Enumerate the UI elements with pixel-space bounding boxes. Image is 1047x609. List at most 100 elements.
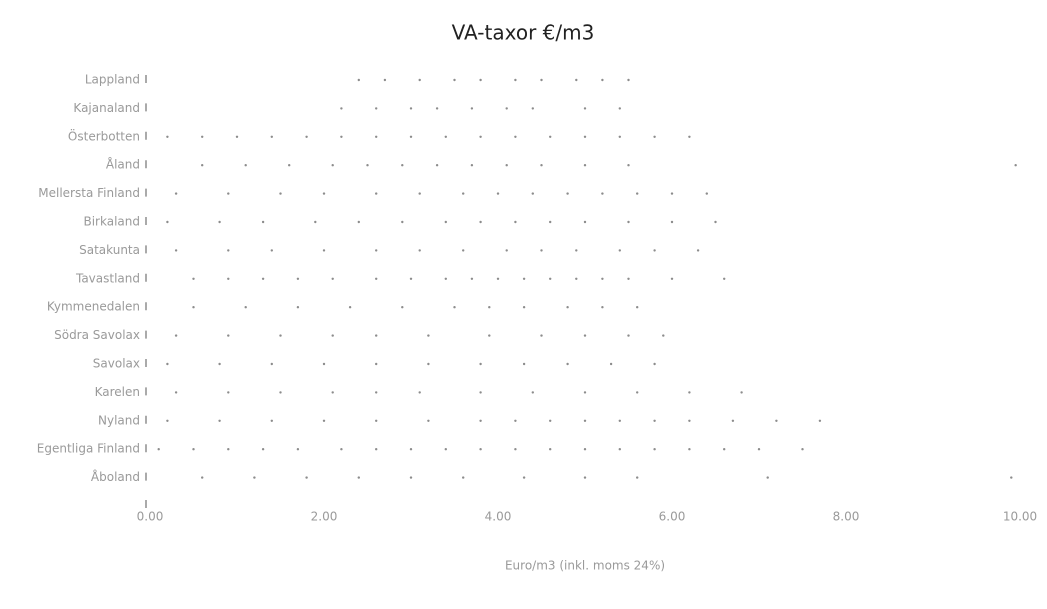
point xyxy=(540,249,543,252)
point xyxy=(775,419,778,422)
point xyxy=(583,419,587,422)
point xyxy=(357,78,360,82)
point xyxy=(601,277,604,280)
point xyxy=(514,448,517,451)
point xyxy=(522,277,526,280)
point xyxy=(583,391,587,394)
point xyxy=(522,306,526,309)
point xyxy=(479,448,482,451)
point xyxy=(322,192,326,195)
point xyxy=(453,78,456,82)
point xyxy=(427,362,430,366)
point xyxy=(331,277,334,280)
point xyxy=(357,220,360,224)
point xyxy=(409,277,413,280)
point xyxy=(418,192,421,195)
point xyxy=(227,192,230,195)
point xyxy=(757,448,761,451)
point xyxy=(566,362,569,366)
point xyxy=(505,249,508,252)
x-tick-label: 8.00 xyxy=(833,510,860,524)
point xyxy=(375,249,378,252)
point xyxy=(331,164,334,167)
point xyxy=(514,135,517,138)
point xyxy=(514,78,517,82)
point xyxy=(444,448,447,451)
point xyxy=(618,107,621,110)
point xyxy=(340,107,343,110)
point xyxy=(522,476,526,479)
point xyxy=(192,448,195,451)
point xyxy=(514,220,517,224)
point xyxy=(244,306,247,309)
point xyxy=(174,334,178,337)
point xyxy=(166,135,169,138)
point xyxy=(705,192,708,195)
point xyxy=(383,78,387,82)
point xyxy=(166,419,169,422)
point xyxy=(227,249,230,252)
point xyxy=(627,164,630,167)
point xyxy=(627,220,630,224)
point xyxy=(566,306,569,309)
point xyxy=(575,277,578,280)
point xyxy=(575,78,578,82)
point xyxy=(201,476,204,479)
point xyxy=(174,249,178,252)
point xyxy=(549,135,552,138)
point xyxy=(227,391,230,394)
point xyxy=(261,448,265,451)
point xyxy=(583,448,587,451)
point xyxy=(192,277,195,280)
point xyxy=(1010,476,1013,479)
x-tick-label: 0.00 xyxy=(137,510,164,524)
point xyxy=(305,476,308,479)
y-tick-label: Savolax xyxy=(93,357,140,371)
point xyxy=(444,277,447,280)
point xyxy=(801,448,804,451)
point xyxy=(540,164,543,167)
point xyxy=(227,334,230,337)
point xyxy=(601,306,604,309)
point xyxy=(531,192,534,195)
point xyxy=(670,192,674,195)
point xyxy=(227,448,230,451)
point xyxy=(627,334,630,337)
point xyxy=(522,362,526,366)
point xyxy=(636,306,639,309)
point xyxy=(479,135,482,138)
point xyxy=(688,391,691,394)
point xyxy=(549,220,552,224)
y-tick-label: Åboland xyxy=(91,469,140,484)
point xyxy=(409,476,413,479)
x-tick-label: 2.00 xyxy=(311,510,338,524)
point xyxy=(331,334,334,337)
point xyxy=(296,448,300,451)
point xyxy=(549,448,552,451)
point xyxy=(505,164,508,167)
point xyxy=(540,334,543,337)
y-tick-label: Kymmenedalen xyxy=(47,300,140,314)
point xyxy=(531,107,534,110)
point xyxy=(453,306,456,309)
point xyxy=(322,419,326,422)
y-tick-label: Nyland xyxy=(98,413,140,427)
point xyxy=(766,476,769,479)
point xyxy=(670,277,674,280)
point xyxy=(357,476,360,479)
point xyxy=(418,249,421,252)
point xyxy=(427,334,430,337)
point xyxy=(192,306,195,309)
point xyxy=(296,277,300,280)
point xyxy=(462,476,465,479)
y-tick-label: Karelen xyxy=(95,385,140,399)
point xyxy=(583,334,587,337)
point xyxy=(688,419,691,422)
point xyxy=(166,220,169,224)
point xyxy=(636,391,639,394)
point xyxy=(322,249,326,252)
point xyxy=(470,107,474,110)
point xyxy=(331,391,334,394)
